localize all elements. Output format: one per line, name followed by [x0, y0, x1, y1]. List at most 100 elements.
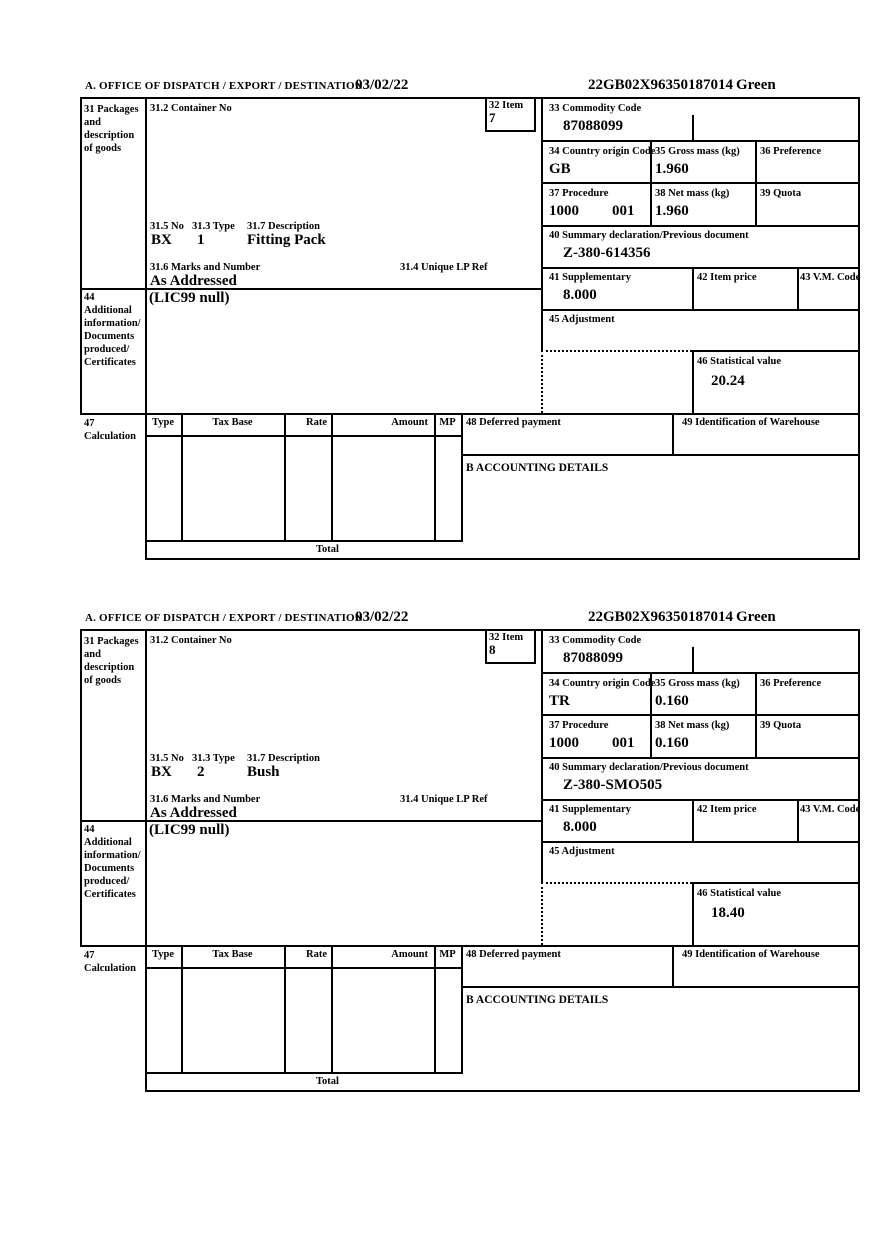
- commodity-code-divider: [692, 647, 694, 672]
- border-line: [541, 182, 860, 184]
- procedure-label: 37 Procedure: [549, 188, 609, 199]
- border-line: [145, 1072, 463, 1074]
- gross-mass-label: 35 Gross mass (kg): [655, 678, 740, 689]
- item-price-label: 42 Item price: [697, 272, 757, 283]
- border-line: [181, 945, 183, 1072]
- border-line: [541, 267, 860, 269]
- commodity-code-value: 87088099: [563, 118, 623, 134]
- border-line: [145, 558, 860, 560]
- additional-information-value: (LIC99 null): [149, 290, 230, 306]
- procedure-extra-value: 001: [612, 203, 635, 219]
- additional-information-value: (LIC99 null): [149, 822, 230, 838]
- commodity-code-label: 33 Commodity Code: [549, 635, 642, 646]
- item-label: 32 Item: [489, 632, 524, 643]
- border-line: [858, 97, 860, 560]
- packages-description-label: 31 Packages and description of goods: [84, 636, 139, 686]
- procedure-value: 1000: [549, 203, 579, 219]
- office-of-dispatch-label: A. OFFICE OF DISPATCH / EXPORT / DESTINA…: [85, 612, 363, 624]
- marks-number-value: As Addressed: [150, 273, 237, 289]
- dotted-line: [541, 350, 692, 352]
- border-line: [80, 945, 860, 947]
- border-line: [80, 629, 82, 947]
- border-line: [331, 413, 333, 540]
- quota-label: 39 Quota: [760, 188, 802, 199]
- status-value: Green: [736, 77, 776, 93]
- unique-lp-ref-label: 31.4 Unique LP Ref: [400, 794, 488, 805]
- country-origin-label: 34 Country origin Code: [549, 678, 656, 689]
- additional-information-label: 44 Additional information/ Documents pro…: [84, 292, 141, 368]
- supplementary-value: 8.000: [563, 819, 597, 835]
- date-value: 03/02/22: [355, 77, 409, 93]
- dotted-line: [541, 882, 543, 945]
- border-line: [284, 945, 286, 1072]
- previous-document-value: Z-380-614356: [563, 245, 651, 261]
- border-line: [145, 1090, 860, 1092]
- border-line: [541, 714, 860, 716]
- item-number-value: 7: [489, 110, 496, 125]
- border-line: [485, 629, 487, 664]
- item-price-label: 42 Item price: [697, 804, 757, 815]
- calc-mp-header: MP: [439, 417, 456, 428]
- net-mass-value: 1.960: [655, 203, 689, 219]
- vm-code-label: 43 V.M. Code: [800, 272, 861, 283]
- statistical-value: 20.24: [711, 373, 745, 389]
- marks-number-label: 31.6 Marks and Number: [150, 794, 261, 805]
- total-label: Total: [316, 1076, 339, 1087]
- border-line: [434, 945, 436, 1072]
- preference-label: 36 Preference: [760, 678, 822, 689]
- accounting-details-label: B ACCOUNTING DETAILS: [466, 462, 609, 474]
- border-line: [692, 350, 694, 413]
- calc-rate-header: Rate: [306, 417, 327, 428]
- calc-type-header: Type: [152, 417, 174, 428]
- country-origin-value: TR: [549, 693, 570, 709]
- procedure-extra-value: 001: [612, 735, 635, 751]
- calc-mp-header: MP: [439, 949, 456, 960]
- packages-type-label: 31.3 Type: [192, 221, 235, 232]
- calculation-label: 47 Calculation: [84, 418, 136, 442]
- border-line: [284, 413, 286, 540]
- packages-no-value: BX: [151, 232, 172, 248]
- procedure-value: 1000: [549, 735, 579, 751]
- border-line: [692, 267, 694, 309]
- border-line: [80, 629, 860, 631]
- border-line: [485, 130, 536, 132]
- supplementary-value: 8.000: [563, 287, 597, 303]
- net-mass-label: 38 Net mass (kg): [655, 188, 730, 199]
- border-line: [541, 672, 860, 674]
- border-line: [461, 986, 860, 988]
- statistical-value: 18.40: [711, 905, 745, 921]
- border-line: [145, 97, 147, 560]
- deferred-payment-label: 48 Deferred payment: [466, 949, 561, 960]
- additional-information-label: 44 Additional information/ Documents pro…: [84, 824, 141, 900]
- quota-label: 39 Quota: [760, 720, 802, 731]
- supplementary-label: 41 Supplementary: [549, 272, 631, 283]
- border-line: [672, 413, 674, 454]
- border-line: [541, 629, 543, 882]
- dotted-line: [541, 882, 692, 884]
- border-line: [331, 945, 333, 1072]
- previous-document-label: 40 Summary declaration/Previous document: [549, 762, 749, 773]
- border-line: [485, 97, 487, 132]
- office-of-dispatch-label: A. OFFICE OF DISPATCH / EXPORT / DESTINA…: [85, 80, 363, 92]
- statistical-value-label: 46 Statistical value: [697, 888, 781, 899]
- border-line: [145, 967, 463, 969]
- border-line: [80, 413, 860, 415]
- border-line: [434, 413, 436, 540]
- packages-no-label: 31.5 No: [150, 753, 184, 764]
- packages-no-value: BX: [151, 764, 172, 780]
- container-no-label: 31.2 Container No: [150, 103, 232, 114]
- gross-mass-value: 0.160: [655, 693, 689, 709]
- net-mass-label: 38 Net mass (kg): [655, 720, 730, 731]
- adjustment-label: 45 Adjustment: [549, 846, 615, 857]
- border-line: [181, 413, 183, 540]
- deferred-payment-label: 48 Deferred payment: [466, 417, 561, 428]
- marks-number-value: As Addressed: [150, 805, 237, 821]
- border-line: [80, 820, 543, 822]
- warehouse-id-label: 49 Identification of Warehouse: [682, 417, 820, 428]
- border-line: [145, 435, 463, 437]
- gross-mass-value: 1.960: [655, 161, 689, 177]
- calculation-label: 47 Calculation: [84, 950, 136, 974]
- dotted-line: [541, 350, 543, 413]
- border-line: [755, 672, 757, 757]
- border-line: [461, 413, 463, 540]
